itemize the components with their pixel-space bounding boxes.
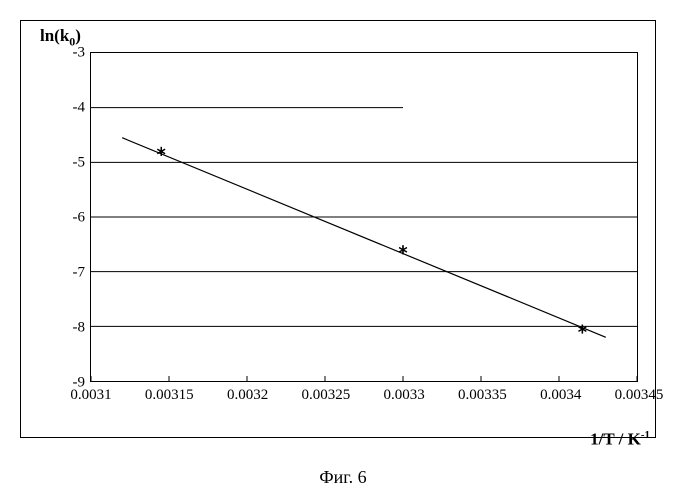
x-tick-label: 0.0034 xyxy=(540,387,581,404)
y-tick-label: -7 xyxy=(57,265,85,282)
x-tick-marks xyxy=(91,376,637,381)
x-tick-label: 0.0032 xyxy=(227,387,268,404)
y-tick-label: -4 xyxy=(57,100,85,117)
x-tick-label: 0.00345 xyxy=(615,387,664,404)
y-tick-label: -8 xyxy=(57,320,85,337)
x-tick-label: 0.00315 xyxy=(145,387,194,404)
plot-svg xyxy=(91,53,637,381)
plot-area: -9-8-7-6-5-4-3 0.00310.003150.00320.0032… xyxy=(90,52,638,382)
x-tick-label: 0.00325 xyxy=(301,387,350,404)
y-tick-label: -3 xyxy=(57,45,85,62)
figure-caption: Фиг. 6 xyxy=(0,467,686,488)
x-tick-label: 0.00335 xyxy=(458,387,507,404)
x-tick-label: 0.0033 xyxy=(384,387,425,404)
grid-horizontal xyxy=(91,162,637,326)
x-tick-label: 0.0031 xyxy=(70,387,111,404)
y-tick-label: -5 xyxy=(57,155,85,172)
y-tick-label: -6 xyxy=(57,210,85,227)
page: ln(k0) -9-8-7-6-5-4-3 0.00310.003150.003… xyxy=(0,0,686,500)
x-axis-label: 1/T / K-1 xyxy=(590,429,650,450)
fit-line xyxy=(122,138,606,338)
